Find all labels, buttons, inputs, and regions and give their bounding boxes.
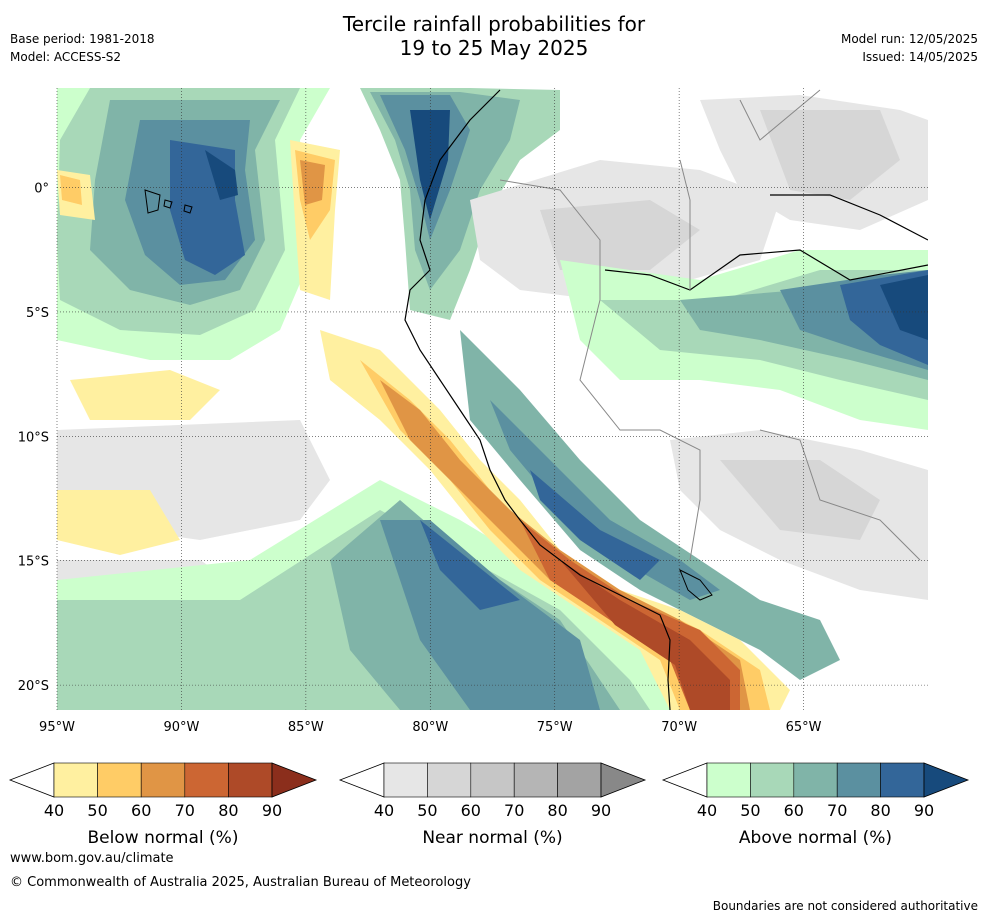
colorbar-tick-label: 70	[827, 801, 847, 820]
footer-url: www.bom.gov.au/climate	[10, 851, 174, 866]
country-border-2	[679, 89, 921, 561]
colorbar-tick-label: 80	[218, 801, 238, 820]
colorbar-label: Near normal (%)	[422, 828, 562, 848]
colorbar-high-extension	[923, 762, 970, 798]
country-border	[499, 179, 701, 561]
colorbar-segment	[97, 762, 142, 798]
colorbar-low-extension	[661, 762, 708, 798]
colorbar-segment	[184, 762, 229, 798]
colorbar-tick-label: 60	[131, 801, 151, 820]
colorbar-segment	[750, 762, 795, 798]
colorbar-low-extension	[338, 762, 385, 798]
probability-field	[57, 88, 928, 710]
latitude-label: 10°S	[18, 430, 49, 445]
river-line-north	[770, 194, 928, 241]
latitude-label: 0°	[34, 182, 49, 197]
colorbar-tick-label: 70	[175, 801, 195, 820]
title-line-2: 19 to 25 May 2025	[399, 36, 589, 60]
footer-disclaimer: Boundaries are not considered authoritat…	[712, 899, 978, 913]
colorbar-tick-label: 40	[697, 801, 717, 820]
colorbar-segment	[140, 762, 186, 798]
colorbar-label: Below normal (%)	[88, 828, 239, 848]
longitude-label: 90°W	[163, 720, 199, 735]
colorbar-segment	[836, 762, 881, 798]
title-line-1: Tercile rainfall probabilities for	[342, 12, 646, 36]
model-name: Model: ACCESS-S2	[10, 50, 122, 64]
colorbar-tick-label: 90	[262, 801, 282, 820]
colorbar-tick-label: 70	[504, 801, 524, 820]
colorbar-high-extension	[600, 762, 647, 798]
colorbar-tick-label: 60	[784, 801, 804, 820]
latitude-label: 5°S	[26, 306, 49, 321]
colorbar-tick-label: 60	[461, 801, 481, 820]
latitude-labels: 0° 5°S 10°S 15°S 20°S	[18, 182, 49, 695]
colorbar-segment	[228, 762, 273, 798]
base-period: Base period: 1981-2018	[10, 32, 155, 46]
colorbar-segment	[706, 762, 751, 798]
colorbar-tick-label: 40	[44, 801, 64, 820]
longitude-labels: 95°W 90°W 85°W 80°W 75°W 70°W 65°W	[39, 720, 822, 735]
longitude-label: 80°W	[412, 720, 448, 735]
colorbar-tick-label: 50	[417, 801, 437, 820]
colorbar-tick-label: 40	[374, 801, 394, 820]
longitude-label: 95°W	[39, 720, 75, 735]
issued-date: Issued: 14/05/2025	[862, 50, 978, 64]
colorbar-segment	[793, 762, 838, 798]
colorbar-low-extension	[8, 762, 55, 798]
longitude-label: 65°W	[786, 720, 822, 735]
meta-right: Model run: 12/05/2025 Issued: 14/05/2025	[841, 30, 978, 66]
longitude-label: 70°W	[661, 720, 697, 735]
meta-left: Base period: 1981-2018 Model: ACCESS-S2	[10, 30, 155, 66]
colorbar: 40 50 60 70 80 90 Near normal (%)	[338, 762, 647, 848]
map-title: Tercile rainfall probabilities for 19 to…	[0, 12, 988, 60]
graticule	[56, 88, 928, 710]
colorbar-label: Above normal (%)	[739, 828, 892, 848]
footer-copyright: © Commonwealth of Australia 2025, Austra…	[10, 875, 471, 890]
colorbar-segment	[557, 762, 602, 798]
longitude-label: 75°W	[537, 720, 573, 735]
colorbar-segment	[513, 762, 558, 798]
galapagos-islands	[144, 189, 193, 214]
colorbars: 40 50 60 70 80 90 Below normal (%) 40 50 60 70 80 90…	[8, 762, 970, 848]
model-run: Model run: 12/05/2025	[840, 32, 978, 46]
colorbar: 40 50 60 70 80 90 Below normal (%)	[8, 762, 318, 848]
colorbar-tick-label: 50	[87, 801, 107, 820]
colorbar-tick-label: 80	[547, 801, 567, 820]
river-line	[604, 249, 928, 291]
colorbar: 40 50 60 70 80 90 Above normal (%)	[661, 762, 970, 848]
colorbar-segment	[427, 762, 472, 798]
colorbar-tick-label: 90	[914, 801, 934, 820]
colorbar-segment	[383, 762, 428, 798]
latitude-label: 20°S	[18, 679, 49, 694]
colorbar-segment	[53, 762, 98, 798]
colorbar-segment	[880, 762, 925, 798]
coastline	[404, 89, 671, 710]
lake-titicaca	[679, 568, 713, 601]
longitude-label: 85°W	[288, 720, 324, 735]
colorbar-tick-label: 80	[870, 801, 890, 820]
colorbar-segment	[470, 762, 515, 798]
latitude-label: 15°S	[18, 555, 49, 570]
colorbar-high-extension	[271, 762, 318, 798]
colorbar-tick-label: 90	[591, 801, 611, 820]
colorbar-tick-label: 50	[740, 801, 760, 820]
